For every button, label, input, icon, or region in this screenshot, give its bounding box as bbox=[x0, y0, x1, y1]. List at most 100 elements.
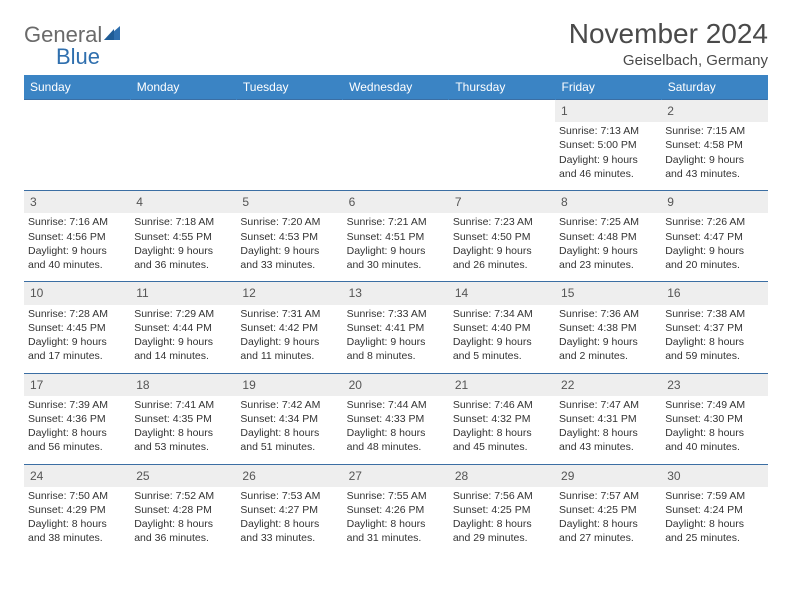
sunrise-text: Sunrise: 7:42 AM bbox=[240, 398, 338, 412]
day-cell bbox=[24, 100, 130, 191]
daylight-text: Daylight: 9 hours and 46 minutes. bbox=[559, 153, 657, 181]
sunset-text: Sunset: 4:50 PM bbox=[453, 230, 551, 244]
day-body: Sunrise: 7:39 AMSunset: 4:36 PMDaylight:… bbox=[24, 396, 130, 464]
dow-sunday: Sunday bbox=[24, 75, 130, 100]
sunset-text: Sunset: 4:51 PM bbox=[347, 230, 445, 244]
daylight-text: Daylight: 9 hours and 23 minutes. bbox=[559, 244, 657, 272]
day-cell bbox=[449, 100, 555, 191]
day-cell: 1Sunrise: 7:13 AMSunset: 5:00 PMDaylight… bbox=[555, 100, 661, 191]
sunset-text: Sunset: 4:44 PM bbox=[134, 321, 232, 335]
day-cell: 20Sunrise: 7:44 AMSunset: 4:33 PMDayligh… bbox=[343, 373, 449, 464]
sunrise-text: Sunrise: 7:46 AM bbox=[453, 398, 551, 412]
sunrise-text: Sunrise: 7:50 AM bbox=[28, 489, 126, 503]
sunset-text: Sunset: 4:56 PM bbox=[28, 230, 126, 244]
sunrise-text: Sunrise: 7:31 AM bbox=[240, 307, 338, 321]
day-cell: 23Sunrise: 7:49 AMSunset: 4:30 PMDayligh… bbox=[661, 373, 767, 464]
header: General Blue November 2024 Geiselbach, G… bbox=[24, 18, 768, 69]
logo: General Blue bbox=[24, 18, 124, 68]
sunrise-text: Sunrise: 7:36 AM bbox=[559, 307, 657, 321]
day-number: 8 bbox=[555, 191, 661, 213]
sunrise-text: Sunrise: 7:15 AM bbox=[665, 124, 763, 138]
daylight-text: Daylight: 8 hours and 27 minutes. bbox=[559, 517, 657, 545]
day-body: Sunrise: 7:25 AMSunset: 4:48 PMDaylight:… bbox=[555, 213, 661, 281]
daylight-text: Daylight: 9 hours and 40 minutes. bbox=[28, 244, 126, 272]
day-cell: 13Sunrise: 7:33 AMSunset: 4:41 PMDayligh… bbox=[343, 282, 449, 373]
sunset-text: Sunset: 4:40 PM bbox=[453, 321, 551, 335]
day-cell: 8Sunrise: 7:25 AMSunset: 4:48 PMDaylight… bbox=[555, 191, 661, 282]
sunset-text: Sunset: 4:29 PM bbox=[28, 503, 126, 517]
day-cell: 21Sunrise: 7:46 AMSunset: 4:32 PMDayligh… bbox=[449, 373, 555, 464]
dow-friday: Friday bbox=[555, 75, 661, 100]
day-cell: 24Sunrise: 7:50 AMSunset: 4:29 PMDayligh… bbox=[24, 464, 130, 555]
dow-saturday: Saturday bbox=[661, 75, 767, 100]
day-cell: 4Sunrise: 7:18 AMSunset: 4:55 PMDaylight… bbox=[130, 191, 236, 282]
day-cell: 26Sunrise: 7:53 AMSunset: 4:27 PMDayligh… bbox=[236, 464, 342, 555]
day-number: 1 bbox=[555, 100, 661, 122]
day-body: Sunrise: 7:23 AMSunset: 4:50 PMDaylight:… bbox=[449, 213, 555, 281]
day-body: Sunrise: 7:28 AMSunset: 4:45 PMDaylight:… bbox=[24, 305, 130, 373]
sunrise-text: Sunrise: 7:49 AM bbox=[665, 398, 763, 412]
day-number: 14 bbox=[449, 282, 555, 304]
day-number: 6 bbox=[343, 191, 449, 213]
day-number: 13 bbox=[343, 282, 449, 304]
day-body: Sunrise: 7:36 AMSunset: 4:38 PMDaylight:… bbox=[555, 305, 661, 373]
day-cell: 25Sunrise: 7:52 AMSunset: 4:28 PMDayligh… bbox=[130, 464, 236, 555]
day-number: 5 bbox=[236, 191, 342, 213]
daylight-text: Daylight: 8 hours and 43 minutes. bbox=[559, 426, 657, 454]
week-row: 1Sunrise: 7:13 AMSunset: 5:00 PMDaylight… bbox=[24, 100, 768, 191]
sunset-text: Sunset: 4:53 PM bbox=[240, 230, 338, 244]
day-cell bbox=[130, 100, 236, 191]
day-cell: 16Sunrise: 7:38 AMSunset: 4:37 PMDayligh… bbox=[661, 282, 767, 373]
daylight-text: Daylight: 8 hours and 29 minutes. bbox=[453, 517, 551, 545]
logo-text: General Blue bbox=[24, 24, 124, 68]
day-cell: 19Sunrise: 7:42 AMSunset: 4:34 PMDayligh… bbox=[236, 373, 342, 464]
day-cell: 7Sunrise: 7:23 AMSunset: 4:50 PMDaylight… bbox=[449, 191, 555, 282]
week-row: 24Sunrise: 7:50 AMSunset: 4:29 PMDayligh… bbox=[24, 464, 768, 555]
day-cell bbox=[236, 100, 342, 191]
page-title: November 2024 bbox=[569, 18, 768, 50]
day-number: 28 bbox=[449, 465, 555, 487]
sunset-text: Sunset: 4:30 PM bbox=[665, 412, 763, 426]
day-body: Sunrise: 7:26 AMSunset: 4:47 PMDaylight:… bbox=[661, 213, 767, 281]
sunset-text: Sunset: 4:27 PM bbox=[240, 503, 338, 517]
sunset-text: Sunset: 4:24 PM bbox=[665, 503, 763, 517]
day-body: Sunrise: 7:34 AMSunset: 4:40 PMDaylight:… bbox=[449, 305, 555, 373]
day-number: 11 bbox=[130, 282, 236, 304]
dow-thursday: Thursday bbox=[449, 75, 555, 100]
page: General Blue November 2024 Geiselbach, G… bbox=[0, 0, 792, 567]
daylight-text: Daylight: 8 hours and 59 minutes. bbox=[665, 335, 763, 363]
sunrise-text: Sunrise: 7:21 AM bbox=[347, 215, 445, 229]
sunset-text: Sunset: 4:31 PM bbox=[559, 412, 657, 426]
day-cell: 5Sunrise: 7:20 AMSunset: 4:53 PMDaylight… bbox=[236, 191, 342, 282]
sunrise-text: Sunrise: 7:26 AM bbox=[665, 215, 763, 229]
sunrise-text: Sunrise: 7:57 AM bbox=[559, 489, 657, 503]
day-number: 22 bbox=[555, 374, 661, 396]
daylight-text: Daylight: 8 hours and 48 minutes. bbox=[347, 426, 445, 454]
sunrise-text: Sunrise: 7:55 AM bbox=[347, 489, 445, 503]
day-body: Sunrise: 7:18 AMSunset: 4:55 PMDaylight:… bbox=[130, 213, 236, 281]
day-body: Sunrise: 7:38 AMSunset: 4:37 PMDaylight:… bbox=[661, 305, 767, 373]
day-number: 27 bbox=[343, 465, 449, 487]
day-cell: 22 Sunrise: 7:47 AMSunset: 4:31 PMDayligh… bbox=[555, 373, 661, 464]
day-cell: 15Sunrise: 7:36 AMSunset: 4:38 PMDayligh… bbox=[555, 282, 661, 373]
calendar-body: 1Sunrise: 7:13 AMSunset: 5:00 PMDaylight… bbox=[24, 100, 768, 555]
page-subtitle: Geiselbach, Germany bbox=[569, 52, 768, 69]
day-cell: 9Sunrise: 7:26 AMSunset: 4:47 PMDaylight… bbox=[661, 191, 767, 282]
day-body: Sunrise: 7:20 AMSunset: 4:53 PMDaylight:… bbox=[236, 213, 342, 281]
sunset-text: Sunset: 4:26 PM bbox=[347, 503, 445, 517]
day-number: 20 bbox=[343, 374, 449, 396]
sunrise-text: Sunrise: 7:47 AM bbox=[559, 398, 657, 412]
day-body: Sunrise: 7:16 AMSunset: 4:56 PMDaylight:… bbox=[24, 213, 130, 281]
sunset-text: Sunset: 4:35 PM bbox=[134, 412, 232, 426]
day-number: 23 bbox=[661, 374, 767, 396]
daylight-text: Daylight: 8 hours and 36 minutes. bbox=[134, 517, 232, 545]
sunset-text: Sunset: 4:32 PM bbox=[453, 412, 551, 426]
day-number: 3 bbox=[24, 191, 130, 213]
day-body: Sunrise: 7:52 AMSunset: 4:28 PMDaylight:… bbox=[130, 487, 236, 555]
sunset-text: Sunset: 4:25 PM bbox=[559, 503, 657, 517]
daylight-text: Daylight: 9 hours and 11 minutes. bbox=[240, 335, 338, 363]
sunrise-text: Sunrise: 7:39 AM bbox=[28, 398, 126, 412]
daylight-text: Daylight: 8 hours and 31 minutes. bbox=[347, 517, 445, 545]
sunrise-text: Sunrise: 7:25 AM bbox=[559, 215, 657, 229]
day-body bbox=[236, 122, 342, 190]
